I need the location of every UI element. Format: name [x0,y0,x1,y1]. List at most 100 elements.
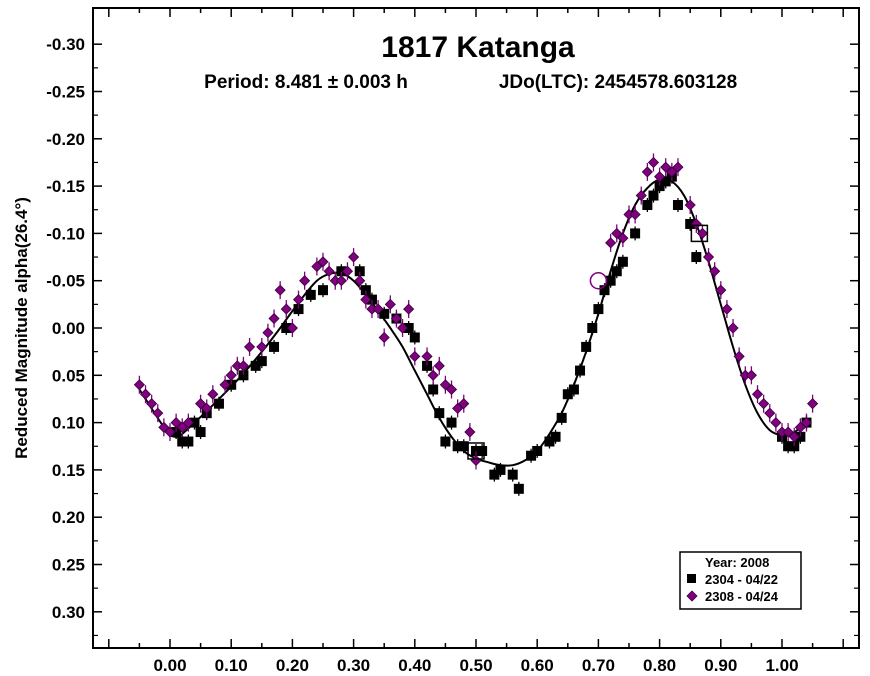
data-point-diamond [158,421,170,433]
data-point-square [446,417,457,428]
data-point-square [544,436,555,447]
x-tick-label: 1.00 [765,656,798,675]
data-point-square [458,441,469,452]
x-tick-label: 0.70 [582,656,615,675]
chart-title: 1817 Katanga [381,31,575,64]
data-point-square [617,256,628,267]
data-point-square [256,356,267,367]
data-point-square [354,266,365,277]
data-point-square [789,441,800,452]
data-point-square [213,398,224,409]
data-point-square [587,323,598,333]
y-axis-label: Reduced Magnitude alpha(26.4°) [12,197,31,459]
x-tick-label: 0.50 [459,656,492,675]
chart-subtitle-period: Period: 8.481 ± 0.003 h [204,72,408,93]
data-point-square [250,360,261,371]
data-point-square [226,379,237,390]
data-point-diamond [647,156,660,169]
data-point-square [783,441,794,452]
data-point-diamond [280,303,292,315]
data-point-diamond [427,369,439,381]
hollow-square-marker [467,442,485,460]
data-point-square [593,304,604,315]
x-tick-label: 0.60 [521,656,554,675]
data-point-square [599,285,610,296]
x-tick-label: 0.20 [276,656,309,675]
data-point-square [672,200,683,211]
legend-entry-1: 2304 - 04/22 [705,572,778,587]
fit-curve-layer [138,177,808,467]
legend-box [679,551,802,610]
data-point-diamond [323,265,335,277]
data-point-diamond [243,341,256,353]
data-point-square [366,294,377,305]
data-point-square [795,431,806,442]
data-point-square [477,445,488,456]
data-point-diamond [727,322,739,334]
data-point-diamond [702,251,715,263]
data-point-square [605,275,616,286]
data-point-diamond [390,312,403,325]
data-point-diamond [256,341,268,353]
data-point-square [403,323,414,333]
data-point-diamond [311,260,323,273]
data-point-square [642,200,653,211]
data-point-diamond [335,275,347,287]
data-point-square [575,365,586,376]
data-point-diamond [770,417,782,429]
data-point-square [495,464,506,475]
data-point-square [526,450,537,461]
data-point-diamond [635,189,647,202]
x-tick-label: 0.10 [215,656,248,675]
data-point-diamond [360,294,372,306]
fit-curve [138,177,808,467]
data-point-square [434,408,445,419]
data-point-diamond [299,275,311,287]
data-point-diamond [354,275,366,287]
data-point-square [550,431,561,442]
data-point-diamond [800,417,813,429]
data-point-diamond [666,166,678,178]
data-point-diamond [396,322,409,334]
annotation-layer [467,224,709,460]
data-point-diamond [654,171,666,183]
data-point-square [305,289,316,300]
data-point-diamond [751,388,764,400]
data-point-diamond [237,360,250,372]
data-point-diamond [262,327,274,339]
data-point-square [685,218,696,229]
data-point-diamond [439,379,451,391]
data-point-diamond [348,251,360,263]
data-point-diamond [170,417,182,429]
data-point-diamond [617,232,629,244]
y-tick-label: 0.00 [52,319,85,338]
data-point-diamond [292,294,305,306]
data-point-square [379,308,390,319]
data-point-diamond [421,350,433,362]
data-point-diamond [794,421,806,433]
y-axis-ticks: -0.30 -0.25 -0.20 -0.15 -0.10 -0.05 0.00 0.05 0.… [46,35,859,637]
data-point-diamond [788,431,800,443]
data-point-diamond [611,227,623,239]
data-point-square [360,285,371,296]
data-point-square [269,341,280,352]
data-point-square [336,266,347,277]
data-point-diamond [684,199,696,211]
data-point-square [611,266,622,277]
data-point-square [507,469,518,480]
data-point-diamond [182,417,194,429]
data-point-diamond [764,407,776,419]
data-point-diamond [225,369,237,381]
chart-subtitle-epoch: JDo(LTC): 2454578.603128 [499,72,737,93]
data-point-diamond [164,426,176,438]
data-point-diamond [690,218,702,230]
data-point-square [630,228,641,239]
x-tick-label: 0.80 [643,656,676,675]
data-point-diamond [641,166,653,178]
x-tick-label: 0.90 [704,656,737,675]
data-point-diamond [458,398,470,410]
data-point-square [513,483,524,494]
data-point-square [195,427,206,438]
data-point-square [471,445,481,456]
data-point-diamond [176,421,188,433]
